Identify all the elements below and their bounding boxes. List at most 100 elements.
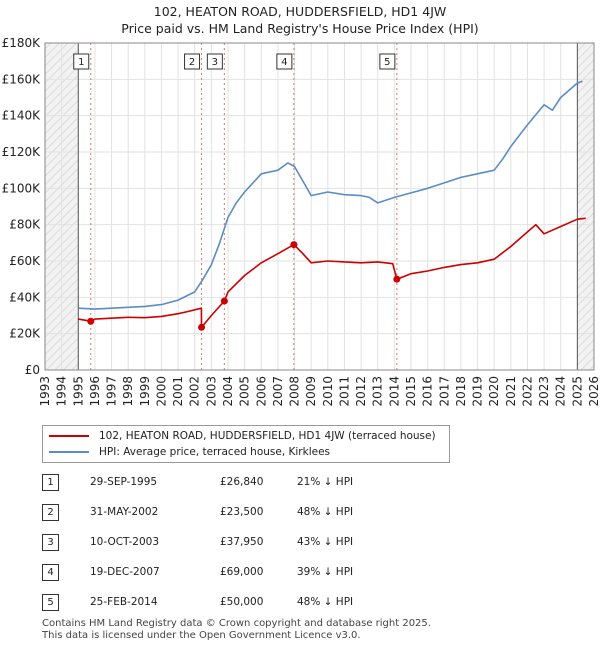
y-tick-label: £80K — [9, 218, 41, 232]
sale-date: 29-SEP-1995 — [90, 476, 158, 488]
sale-price: £23,500 — [220, 506, 264, 518]
sale-number-badge: 4 — [42, 564, 59, 581]
x-tick-label: 2013 — [371, 376, 385, 407]
sale-hpi-diff: 48% ↓ HPI — [297, 506, 354, 518]
x-tick-label: 2012 — [354, 376, 368, 407]
property-series-line — [78, 217, 586, 329]
x-tick-label: 2003 — [204, 376, 218, 407]
x-tick-label: 1998 — [121, 376, 135, 407]
sale-price: £69,000 — [220, 566, 264, 578]
x-tick-label: 2020 — [487, 376, 501, 407]
legend-label-property: 102, HEATON ROAD, HUDDERSFIELD, HD1 4JW … — [99, 430, 436, 442]
sale-hpi-diff: 43% ↓ HPI — [297, 536, 354, 548]
legend-swatch-hpi — [49, 451, 89, 453]
y-tick-label: £160K — [2, 72, 42, 86]
sale-price: £50,000 — [220, 596, 264, 608]
sale-date: 19-DEC-2007 — [90, 566, 160, 578]
y-tick-label: £0 — [25, 363, 40, 377]
x-tick-label: 1995 — [71, 376, 85, 407]
table-row: 3 10-OCT-2003 £37,950 43% ↓ HPI — [42, 530, 462, 560]
sale-label-box-4 — [276, 53, 293, 70]
x-tick-label: 1993 — [38, 376, 52, 407]
legend-swatch-property — [49, 435, 89, 437]
legend-label-hpi: HPI: Average price, terraced house, Kirk… — [99, 446, 331, 458]
x-tick-label: 2021 — [504, 376, 518, 407]
price-chart: 1 2 3 4 5 £0 £20K £40K £60K £80K £100K £120K £140K £1… — [2, 36, 600, 407]
sale-point-5 — [393, 275, 401, 283]
footer: Contains HM Land Registry data © Crown c… — [42, 618, 431, 642]
x-tick-label: 2016 — [421, 376, 435, 407]
sale-label-box-2 — [184, 53, 201, 70]
x-tick-label: 2006 — [254, 376, 268, 407]
y-tick-label: £180K — [2, 36, 42, 50]
legend-item-hpi: HPI: Average price, terraced house, Kirk… — [49, 444, 330, 460]
sale-label-box-1 — [73, 53, 90, 70]
sale-hpi-diff: 21% ↓ HPI — [297, 476, 354, 488]
table-row: 5 25-FEB-2014 £50,000 48% ↓ HPI — [42, 590, 462, 620]
sale-point-2 — [198, 323, 206, 331]
sales-table: 1 29-SEP-1995 £26,840 21% ↓ HPI 2 31-MAY… — [42, 470, 462, 620]
legend: 102, HEATON ROAD, HUDDERSFIELD, HD1 4JW … — [42, 425, 450, 463]
x-tick-label: 2001 — [171, 376, 185, 407]
x-tick-label: 2018 — [454, 376, 468, 407]
x-tick-label: 2010 — [321, 376, 335, 407]
sale-point-3 — [220, 297, 228, 305]
plot-background — [45, 43, 594, 370]
x-tick-label: 2008 — [288, 376, 302, 407]
x-tick-label: 2011 — [337, 376, 351, 407]
x-tick-label: 2026 — [587, 376, 600, 407]
sale-hpi-diff: 39% ↓ HPI — [297, 566, 354, 578]
x-tick-label: 2022 — [520, 376, 534, 407]
y-tick-label: £60K — [9, 254, 41, 268]
x-tick-label: 1996 — [88, 376, 102, 407]
sale-label-5: 5 — [384, 57, 390, 68]
sale-number-badge: 3 — [42, 534, 59, 551]
x-tick-label: 2023 — [537, 376, 551, 407]
sale-number-badge: 5 — [42, 594, 59, 611]
x-tick-label: 2007 — [271, 376, 285, 407]
x-tick-label: 2002 — [188, 376, 202, 407]
sale-price: £37,950 — [220, 536, 264, 548]
table-row: 4 19-DEC-2007 £69,000 39% ↓ HPI — [42, 560, 462, 590]
footer-copyright: Contains HM Land Registry data © Crown c… — [42, 618, 431, 629]
sale-number-badge: 1 — [42, 474, 59, 491]
y-tick-label: £100K — [2, 181, 42, 195]
plot-border — [44, 42, 595, 371]
sale-label-box-5 — [379, 53, 396, 70]
table-row: 1 29-SEP-1995 £26,840 21% ↓ HPI — [42, 470, 462, 500]
sale-point-1 — [87, 317, 95, 325]
legend-item-property: 102, HEATON ROAD, HUDDERSFIELD, HD1 4JW … — [49, 428, 436, 444]
shaded-range-2 — [577, 43, 594, 370]
sale-date: 10-OCT-2003 — [90, 536, 159, 548]
x-tick-label: 2024 — [554, 376, 568, 407]
x-tick-label: 2025 — [570, 376, 584, 407]
sale-label-2: 2 — [189, 57, 195, 68]
sale-label-4: 4 — [281, 57, 287, 68]
x-tick-label: 2000 — [154, 376, 168, 407]
sale-label-1: 1 — [78, 57, 84, 68]
y-tick-label: £20K — [9, 327, 41, 341]
x-tick-label: 2005 — [238, 376, 252, 407]
sale-number-badge: 2 — [42, 504, 59, 521]
x-tick-label: 2004 — [221, 376, 235, 407]
x-tick-label: 2014 — [387, 376, 401, 407]
x-tick-label: 2019 — [471, 376, 485, 407]
sale-point-4 — [290, 241, 298, 249]
y-tick-label: £40K — [9, 290, 41, 304]
x-tick-label: 1997 — [105, 376, 119, 407]
table-row: 2 31-MAY-2002 £23,500 48% ↓ HPI — [42, 500, 462, 530]
sale-hpi-diff: 48% ↓ HPI — [297, 596, 354, 608]
sale-label-3: 3 — [212, 57, 218, 68]
footer-licence: This data is licensed under the Open Gov… — [42, 630, 361, 641]
x-tick-label: 2015 — [404, 376, 418, 407]
chart-subtitle: Price paid vs. HM Land Registry's House … — [121, 21, 479, 36]
sale-label-box-3 — [206, 53, 223, 70]
x-tick-label: 1999 — [138, 376, 152, 407]
x-tick-label: 1994 — [55, 376, 69, 407]
sale-date: 25-FEB-2014 — [90, 596, 158, 608]
x-tick-label: 2017 — [437, 376, 451, 407]
y-tick-label: £120K — [2, 145, 42, 159]
x-tick-label: 2009 — [304, 376, 318, 407]
chart-title: 102, HEATON ROAD, HUDDERSFIELD, HD1 4JW — [153, 4, 447, 19]
sale-price: £26,840 — [220, 476, 264, 488]
